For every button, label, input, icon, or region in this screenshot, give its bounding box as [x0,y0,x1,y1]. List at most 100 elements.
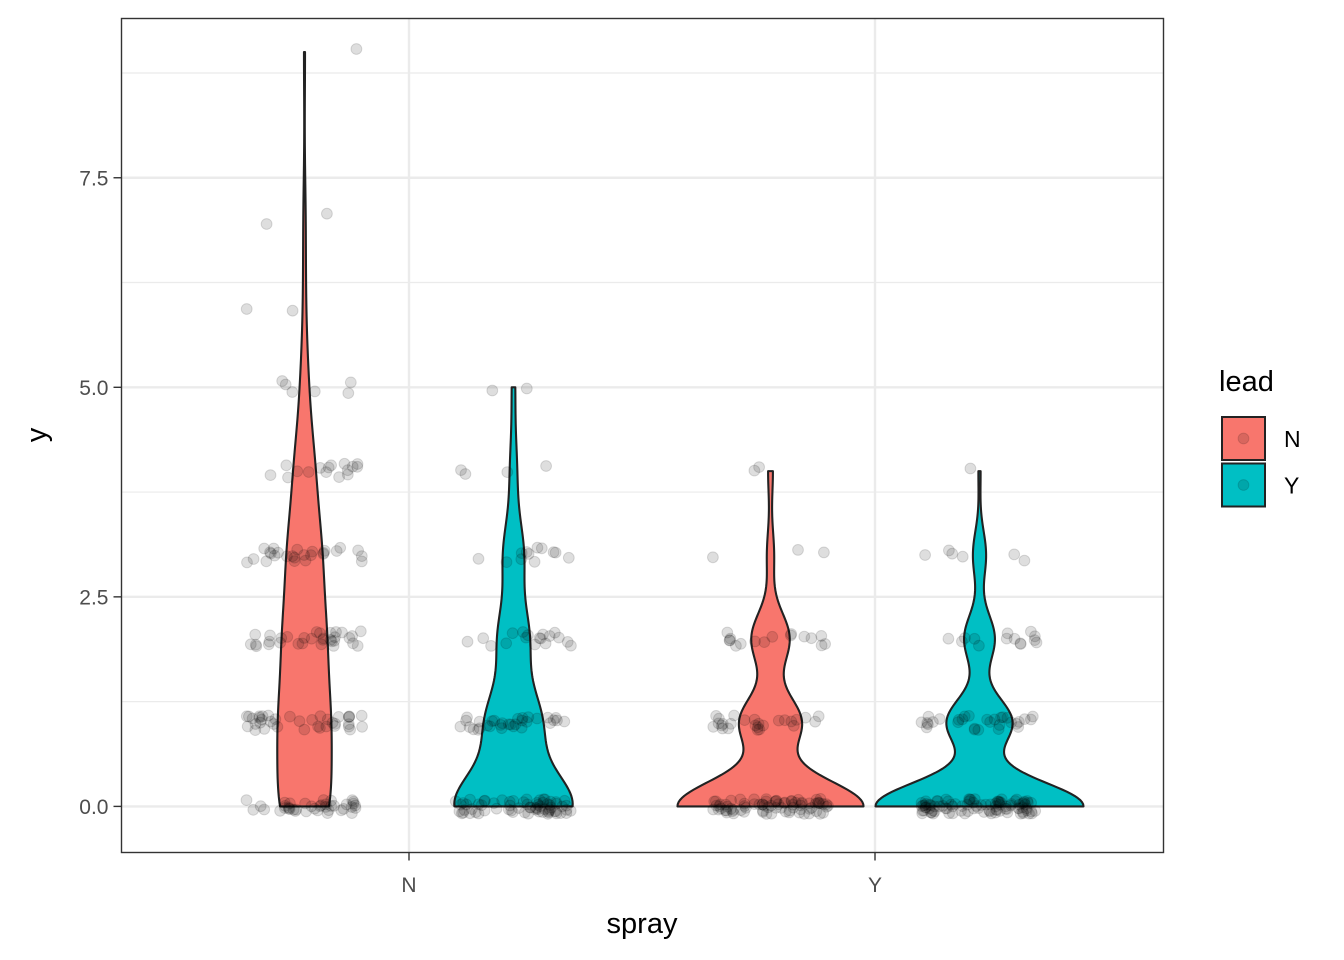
jitter-point [812,796,825,809]
jitter-point [247,803,260,816]
jitter-point [518,806,531,819]
jitter-point [332,711,345,723]
jitter-point [279,800,292,812]
jitter-point [479,794,491,807]
jitter-point [550,807,563,820]
jitter-point [310,626,323,638]
jitter-point [1025,625,1037,638]
jitter-point [719,804,732,817]
jitter-point [328,720,341,732]
jitter-point [1010,793,1023,806]
jitter-point [328,799,341,812]
jitter-point [972,802,985,814]
jitter-point [258,803,271,816]
jitter-point [1017,806,1029,818]
jitter-point [253,710,266,723]
jitter-point [562,551,575,564]
jitter-point [967,796,980,809]
jitter-point [810,805,823,818]
jitter-point [320,798,332,811]
jitter-point [723,634,736,647]
jitter-point [250,640,263,653]
jitter-point [466,803,478,815]
jitter-point [921,717,934,729]
jitter-point [279,378,292,391]
legend-key-point [1237,479,1250,491]
jitter-point [549,805,561,817]
jitter-point [756,798,769,811]
jitter-point [520,382,533,395]
jitter-point [292,637,305,650]
jitter-point [940,802,953,815]
jitter-point [1017,807,1030,820]
jitter-point [500,556,513,568]
jitter-point [246,712,259,725]
jitter-point [342,387,355,400]
jitter-point [240,794,253,806]
jitter-point [314,710,327,723]
jitter-point [343,711,355,723]
legend-key-N [1221,416,1266,461]
jitter-point [789,796,802,809]
jitter-point [247,553,260,565]
jitter-point [1001,806,1014,819]
jitter-point [815,630,828,642]
jitter-point [818,546,830,559]
jitter-point [520,793,533,806]
jitter-point [291,465,304,478]
jitter-point [488,714,501,727]
jitter-point [1016,797,1029,810]
jitter-point [707,720,720,733]
jitter-point [472,552,485,565]
jitter-point [312,720,325,733]
jitter-point [748,798,761,810]
jitter-point [542,806,555,819]
jitter-point [287,803,300,816]
jitter-point [712,717,725,730]
jitter-point [298,723,311,736]
jitter-point [1018,713,1031,725]
jitter-point [712,803,725,816]
jitter-point [286,550,299,563]
jitter-point [283,803,296,815]
jitter-point [544,795,557,808]
jitter-point [317,632,330,645]
jitter-point [346,807,358,819]
jitter-point [280,459,293,472]
jitter-point [268,549,281,562]
jitter-point [548,626,561,639]
jitter-point [1020,802,1033,815]
jitter-point [333,471,346,484]
jitter-point [919,795,932,808]
jitter-point [550,797,563,810]
jitter-point [1013,798,1026,811]
jitter-point [725,794,737,807]
jitter-point [249,628,262,641]
jitter-point [308,802,321,815]
jitter-point [994,805,1006,817]
jitter-point [814,793,827,805]
jitter-point [723,634,736,647]
jitter-point [554,807,567,819]
jitter-point [504,718,517,731]
jitter-point [522,711,535,724]
jitter-point [726,805,739,818]
jitter-point [529,801,542,814]
jitter-point [515,553,528,566]
jitter-point [347,797,360,810]
jitter-point [927,716,939,728]
jitter-point [349,802,362,814]
jitter-point [952,716,964,729]
jitter-point [820,800,833,813]
jitter-point [296,637,309,650]
jitter-point [455,464,467,477]
jitter-point [461,711,473,724]
jitter-point [983,804,996,817]
jitter-point [753,461,765,474]
jitter-point [281,631,294,643]
y-tick-label: 5.0 [79,377,108,400]
jitter-point [496,717,509,730]
jitter-point [931,795,944,807]
